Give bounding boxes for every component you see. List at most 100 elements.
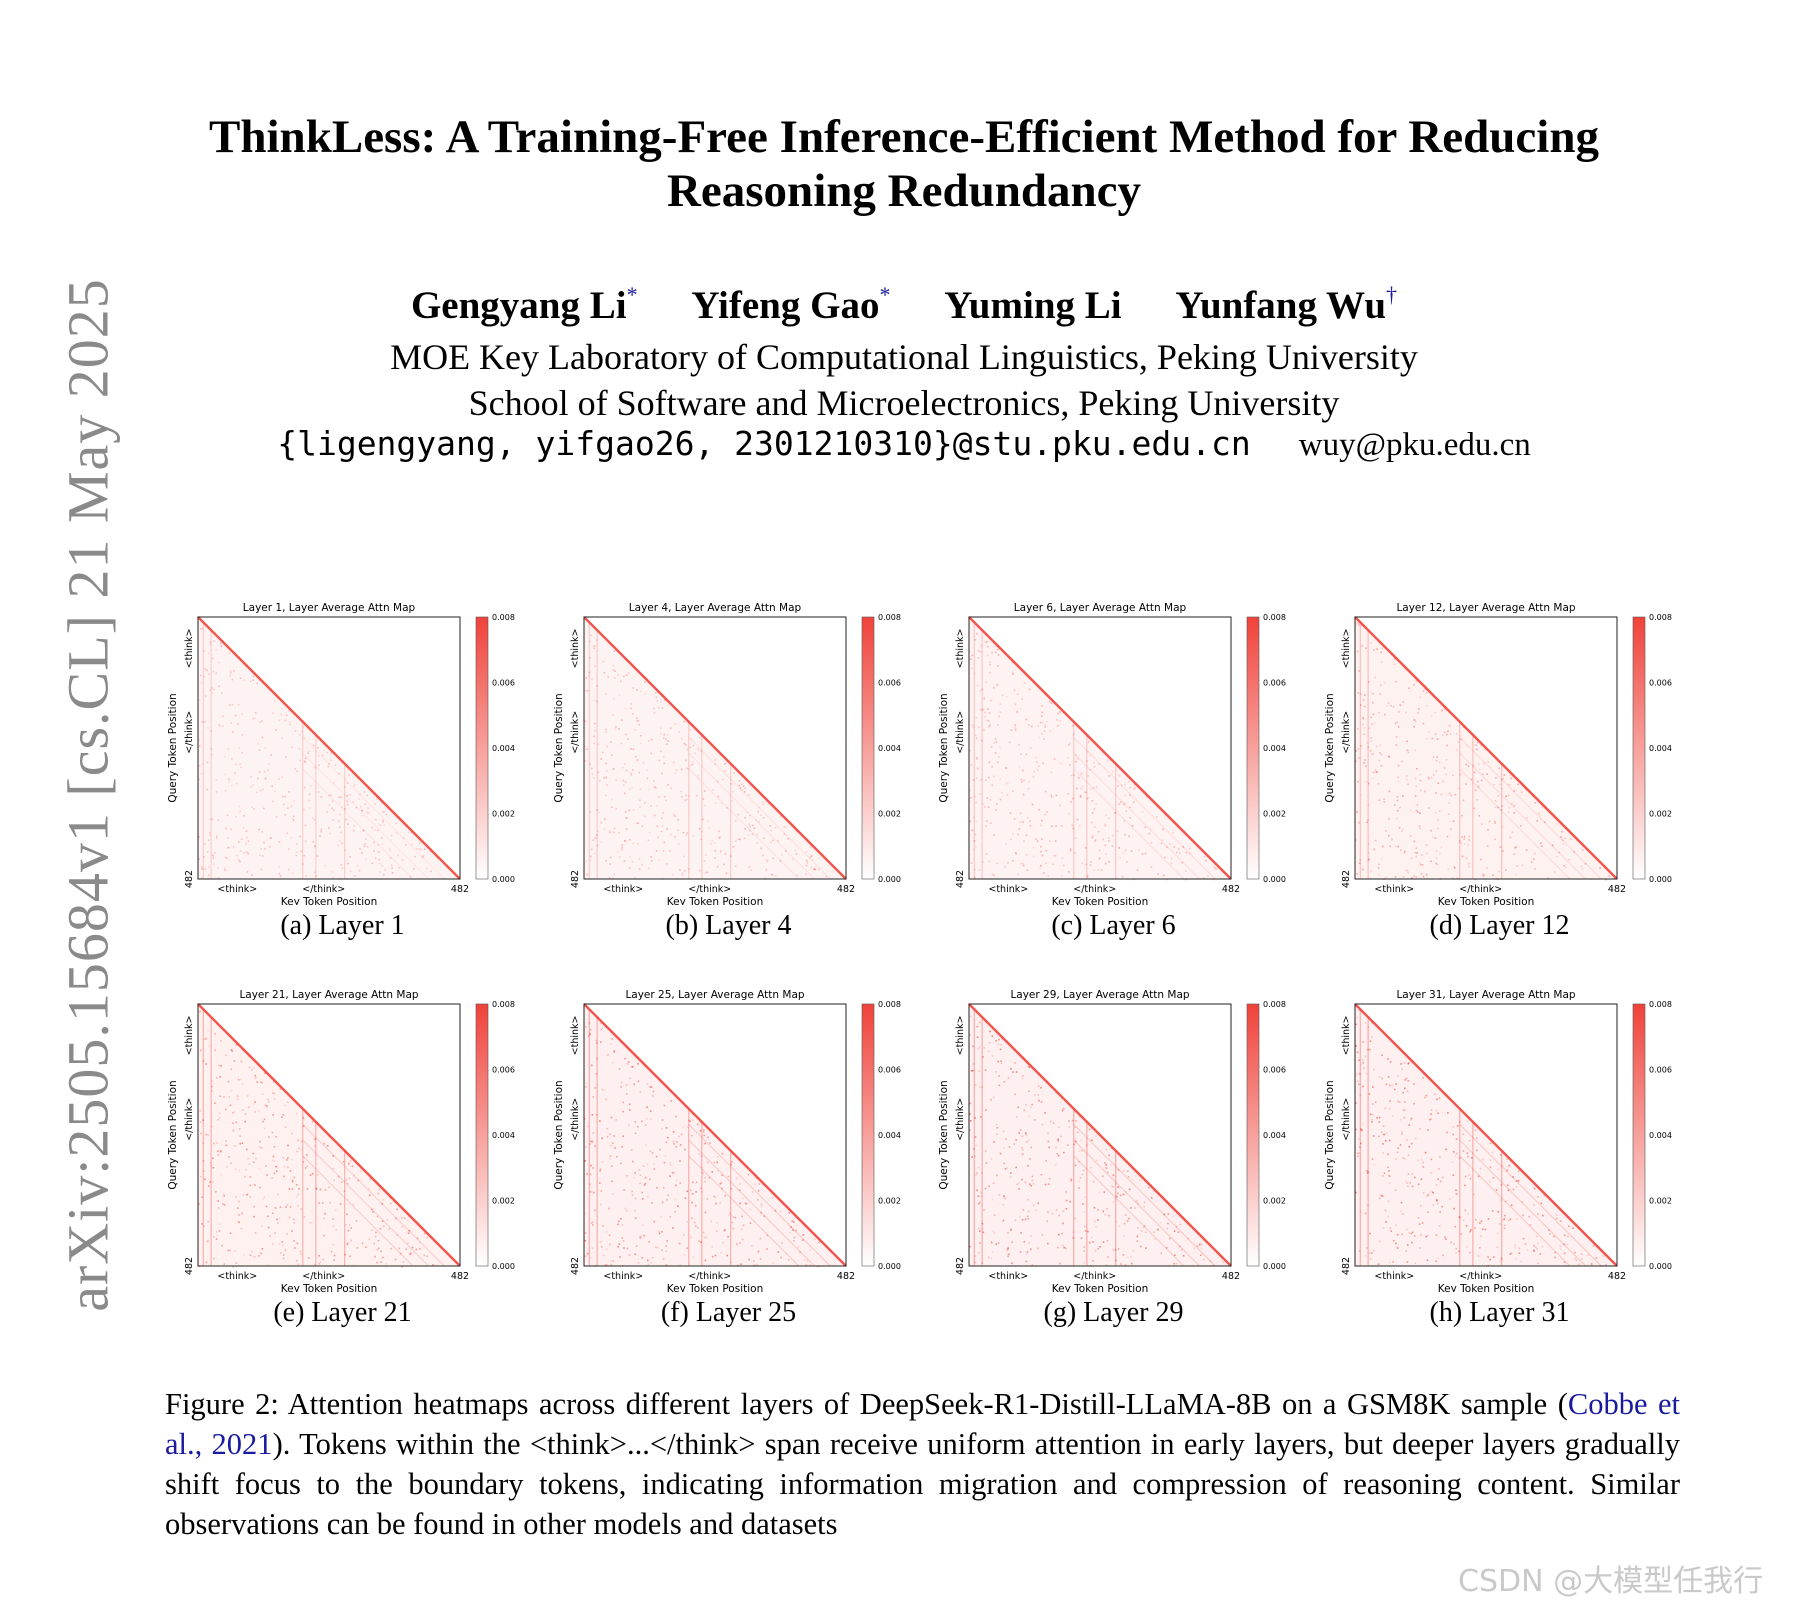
y-tick-label: 482	[184, 1257, 195, 1275]
heatmap-title: Layer 25, Layer Average Attn Map	[625, 989, 804, 1001]
colorbar-tick-label: 0.000	[878, 875, 901, 884]
author-name: Yuming Li	[944, 284, 1122, 327]
heatmap-diagonal	[968, 1003, 1232, 1267]
x-tick-label: 482	[837, 1271, 855, 1282]
heatmap-cells	[584, 634, 833, 880]
y-tick-label: </think>	[1341, 711, 1352, 754]
y-tick-label: 482	[570, 870, 581, 888]
y-axis-label: Query Token Position	[553, 693, 565, 802]
heatmap-frame	[197, 616, 461, 880]
x-axis-label: Key Token Position	[1438, 896, 1534, 905]
x-tick-label: 482	[1608, 884, 1626, 895]
y-tick-label: <think>	[570, 629, 581, 669]
y-tick-label: 482	[570, 1257, 581, 1275]
heatmap-chart: Layer 12, Layer Average Attn Map <think> <…	[1324, 602, 1672, 905]
y-tick-label: <think>	[184, 1016, 195, 1056]
colorbar	[861, 616, 875, 880]
y-axis-label: Query Token Position	[938, 693, 950, 802]
author-emails: {ligengyang, yifgao26, 2301210310}@stu.p…	[0, 424, 1808, 464]
colorbar-tick-label: 0.004	[1263, 1131, 1286, 1140]
heatmap-panel: Layer 25, Layer Average Attn Map <think> <…	[536, 982, 921, 1372]
heatmap-panel: Layer 21, Layer Average Attn Map <think> <…	[150, 982, 535, 1372]
colorbar-tick-label: 0.008	[1263, 613, 1286, 622]
colorbar-tick-label: 0.008	[878, 613, 901, 622]
heatmap-chart: Layer 6, Layer Average Attn Map <think> </…	[938, 602, 1286, 905]
colorbar-tick-label: 0.008	[1263, 1000, 1286, 1009]
author-mark: *	[879, 282, 891, 307]
caption-text-2: ). Tokens within the <think>...</think> …	[165, 1427, 1680, 1541]
x-tick-label: </think>	[1459, 884, 1502, 895]
subfigure-caption: (d) Layer 12	[1429, 910, 1570, 941]
x-axis-label: Key Token Position	[1052, 896, 1148, 905]
heatmap-diagonal	[1354, 1003, 1618, 1267]
heatmap-title: Layer 21, Layer Average Attn Map	[239, 989, 418, 1001]
heatmap-title: Layer 6, Layer Average Attn Map	[1014, 602, 1187, 614]
author-mark: †	[1386, 282, 1398, 307]
x-tick-label: <think>	[603, 884, 643, 895]
heatmap-title: Layer 12, Layer Average Attn Map	[1396, 602, 1575, 614]
heatmap-boundary-streaks	[1359, 622, 1602, 880]
heatmap-cells	[969, 633, 1225, 881]
heatmap-chart: Layer 21, Layer Average Attn Map <think> <…	[167, 989, 515, 1292]
colorbar-tick-label: 0.006	[492, 679, 515, 688]
affiliation-1: MOE Key Laboratory of Computational Ling…	[390, 337, 1418, 377]
colorbar-tick-label: 0.002	[492, 1197, 515, 1206]
colorbar	[861, 1003, 875, 1267]
heatmap-chart: Layer 29, Layer Average Attn Map <think> <…	[938, 989, 1286, 1292]
subfigure-caption: (a) Layer 1	[280, 910, 405, 941]
paper-title-line-2: Reasoning Redundancy	[666, 165, 1142, 217]
heatmap-chart: Layer 4, Layer Average Attn Map <think> </…	[553, 602, 901, 905]
y-tick-label: <think>	[1341, 1016, 1352, 1056]
citation-link[interactable]: Cobbe et al., 2021	[165, 1387, 1680, 1461]
y-axis-label: Query Token Position	[938, 1080, 950, 1189]
heatmap-frame	[968, 616, 1232, 880]
colorbar-tick-label: 0.004	[492, 744, 515, 753]
y-tick-label: 482	[184, 870, 195, 888]
heatmap-chart: Layer 25, Layer Average Attn Map <think> <…	[553, 989, 901, 1292]
heatmap-diagonal	[583, 616, 847, 880]
heatmap-cells	[969, 1015, 1224, 1268]
heatmap-title: Layer 1, Layer Average Attn Map	[243, 602, 416, 614]
heatmap-chart: Layer 31, Layer Average Attn Map <think> <…	[1324, 989, 1672, 1292]
colorbar-tick-label: 0.004	[492, 1131, 515, 1140]
heatmap-panel: Layer 4, Layer Average Attn Map <think> </…	[536, 595, 921, 985]
colorbar-tick-label: 0.008	[1649, 1000, 1672, 1009]
colorbar-tick-label: 0.000	[1649, 1262, 1672, 1271]
x-axis-label: Key Token Position	[281, 1283, 377, 1292]
heatmap-boundary-streaks	[202, 622, 445, 880]
y-axis-label: Query Token Position	[167, 1080, 179, 1189]
author-name: Gengyang Li	[410, 284, 627, 327]
x-tick-label: <think>	[1374, 1271, 1414, 1282]
subfigure-caption: (g) Layer 29	[1043, 1297, 1184, 1328]
colorbar-tick-label: 0.008	[492, 613, 515, 622]
y-tick-label: </think>	[955, 711, 966, 754]
colorbar-tick-label: 0.002	[1649, 810, 1672, 819]
colorbar	[1246, 1003, 1260, 1267]
colorbar-tick-label: 0.004	[878, 1131, 901, 1140]
x-tick-label: </think>	[688, 1271, 731, 1282]
y-axis-label: Query Token Position	[1324, 693, 1336, 802]
colorbar-tick-label: 0.008	[492, 1000, 515, 1009]
subfigure-caption: (f) Layer 25	[660, 1297, 797, 1328]
paper-title-line-1: ThinkLess: A Training-Free Inference-Eff…	[209, 111, 1599, 163]
colorbar-tick-label: 0.000	[1263, 1262, 1286, 1271]
x-axis-label: Key Token Position	[667, 1283, 763, 1292]
colorbar-tick-label: 0.006	[1649, 679, 1672, 688]
y-axis-label: Query Token Position	[167, 693, 179, 802]
heatmap-panel: Layer 29, Layer Average Attn Map <think> <…	[921, 982, 1306, 1372]
y-axis-label: Query Token Position	[553, 1080, 565, 1189]
heatmap-diagonal	[197, 616, 461, 880]
y-tick-label: </think>	[570, 711, 581, 754]
y-tick-label: <think>	[955, 1016, 966, 1056]
colorbar-tick-label: 0.002	[492, 810, 515, 819]
x-axis-label: Key Token Position	[281, 896, 377, 905]
x-tick-label: <think>	[1374, 884, 1414, 895]
heatmap-cells	[198, 627, 449, 880]
watermark: CSDN @大模型任我行	[1458, 1564, 1764, 1599]
colorbar-tick-label: 0.000	[1649, 875, 1672, 884]
colorbar-tick-label: 0.008	[1649, 613, 1672, 622]
heatmap-diagonal	[1354, 616, 1618, 880]
email-group: {ligengyang, yifgao26, 2301210310}@stu.p…	[277, 424, 1251, 463]
heatmap-boundary-streaks	[1359, 1009, 1602, 1267]
heatmap-cells	[1355, 622, 1616, 881]
